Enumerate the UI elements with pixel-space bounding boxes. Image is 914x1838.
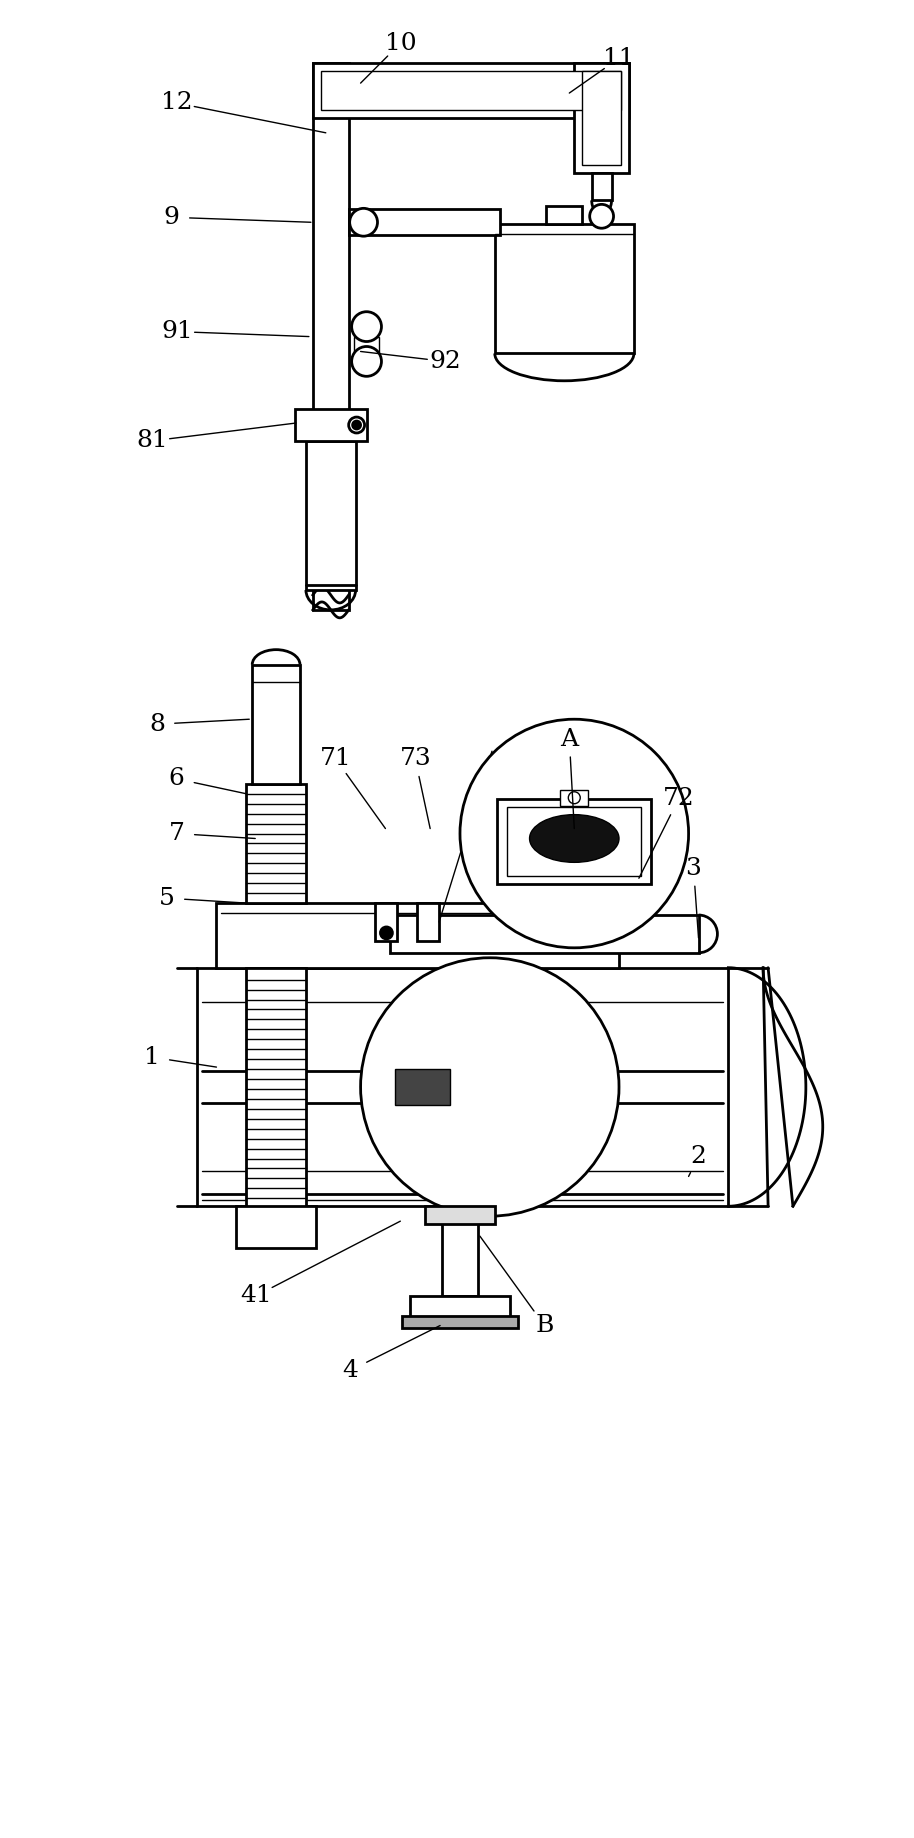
- Bar: [507, 807, 642, 875]
- Ellipse shape: [529, 814, 619, 862]
- Bar: [295, 410, 367, 441]
- Bar: [354, 336, 379, 366]
- Bar: [402, 1316, 517, 1327]
- Text: 41: 41: [240, 1285, 272, 1307]
- Text: 6: 6: [169, 766, 185, 790]
- Text: 92: 92: [430, 349, 461, 373]
- Text: B: B: [536, 1314, 554, 1336]
- Bar: [237, 1206, 316, 1248]
- Bar: [410, 1296, 510, 1318]
- Bar: [418, 902, 439, 941]
- Text: 72: 72: [663, 787, 695, 811]
- Circle shape: [353, 421, 361, 428]
- Bar: [197, 967, 728, 1206]
- Bar: [313, 62, 348, 610]
- Text: 2: 2: [691, 1145, 707, 1167]
- Circle shape: [350, 208, 377, 235]
- Bar: [582, 72, 621, 165]
- Text: 5: 5: [159, 886, 175, 910]
- Text: 10: 10: [385, 31, 416, 55]
- Bar: [390, 915, 698, 952]
- Bar: [246, 967, 306, 1215]
- Bar: [306, 441, 356, 590]
- Bar: [252, 665, 300, 783]
- Text: A: A: [560, 728, 579, 750]
- Bar: [560, 790, 589, 805]
- Text: 1: 1: [144, 1046, 160, 1068]
- Text: 7: 7: [169, 822, 185, 845]
- Text: 3: 3: [686, 857, 701, 880]
- Bar: [425, 1206, 494, 1224]
- Bar: [348, 210, 500, 235]
- Text: 91: 91: [161, 320, 193, 344]
- Circle shape: [460, 719, 688, 948]
- Text: 9: 9: [164, 206, 180, 228]
- Text: 73: 73: [399, 748, 431, 770]
- Bar: [547, 206, 582, 224]
- Text: 11: 11: [603, 46, 634, 70]
- Bar: [321, 72, 621, 110]
- Bar: [217, 902, 619, 967]
- Circle shape: [348, 417, 365, 434]
- Circle shape: [361, 958, 619, 1217]
- Text: 81: 81: [136, 430, 167, 452]
- Text: 12: 12: [161, 92, 193, 114]
- Circle shape: [569, 792, 580, 803]
- Bar: [396, 1070, 450, 1105]
- Circle shape: [352, 347, 381, 377]
- Bar: [497, 800, 652, 884]
- Bar: [246, 783, 306, 902]
- Text: 4: 4: [343, 1358, 358, 1382]
- Bar: [376, 902, 398, 941]
- Circle shape: [590, 204, 613, 228]
- Circle shape: [380, 926, 392, 939]
- Text: 71: 71: [320, 748, 352, 770]
- Bar: [591, 173, 611, 200]
- Bar: [442, 1206, 478, 1296]
- Bar: [574, 62, 629, 173]
- Circle shape: [352, 312, 381, 342]
- Bar: [494, 224, 634, 353]
- Text: 8: 8: [149, 713, 165, 735]
- Bar: [313, 62, 629, 118]
